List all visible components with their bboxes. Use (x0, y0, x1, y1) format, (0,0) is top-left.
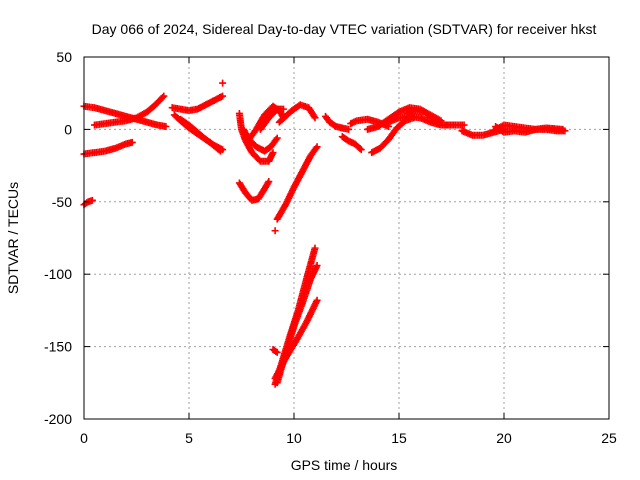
series-arc-d (80, 196, 96, 209)
series-arc-n (273, 143, 321, 223)
series-arc-g (177, 115, 227, 154)
series-arc-aa (403, 107, 443, 128)
series-arc-u (322, 112, 353, 133)
data-point (160, 92, 168, 100)
x-tick-label: 25 (601, 430, 617, 446)
series-arc-p (275, 101, 319, 126)
series-arc-b (91, 92, 168, 129)
series-arc-m (256, 105, 287, 133)
data-point (265, 178, 273, 186)
data-points (80, 79, 569, 388)
x-tick-label: 10 (286, 430, 302, 446)
grid-layer (84, 57, 609, 419)
y-tick-label: 0 (64, 121, 72, 137)
data-point (345, 125, 353, 133)
data-point (88, 196, 96, 204)
series-arc-l (244, 102, 287, 145)
data-point (434, 118, 442, 126)
data-point (159, 93, 167, 101)
data-point (269, 149, 277, 157)
y-tick-label: -50 (52, 194, 72, 210)
x-tick-label: 5 (185, 430, 193, 446)
series-arc-h (219, 79, 227, 87)
axis-ticks (83, 56, 610, 420)
data-point (219, 92, 227, 100)
data-point (313, 143, 321, 151)
data-point (280, 105, 287, 113)
data-point (272, 136, 280, 144)
series-arc-e (168, 92, 227, 115)
y-tick-label: -200 (44, 411, 72, 427)
x-tick-label: 0 (80, 430, 88, 446)
chart-title: Day 066 of 2024, Sidereal Day-to-day VTE… (92, 21, 597, 37)
series-arc-s (273, 262, 321, 387)
series-arc-k (240, 125, 281, 155)
data-point (356, 145, 364, 153)
y-tick-label: -150 (44, 339, 72, 355)
series-arc-ad (492, 123, 567, 136)
data-point (559, 125, 567, 133)
data-point (219, 79, 227, 87)
x-tick-label: 20 (496, 430, 512, 446)
data-point (273, 134, 281, 142)
series-arc-c (80, 138, 136, 158)
data-point (312, 144, 320, 152)
data-point (435, 120, 443, 128)
data-point (460, 121, 468, 129)
tick-labels: 0 5 10 15 20 25 50 0 -50 -100 -150 -200 (44, 49, 617, 446)
data-point (311, 114, 319, 122)
data-point (264, 179, 272, 187)
series-arc-i (235, 178, 273, 204)
x-tick-label: 15 (391, 430, 407, 446)
data-point (310, 112, 318, 120)
data-point (271, 227, 279, 235)
series-arc-t (269, 345, 281, 356)
x-axis-title: GPS time / hours (291, 457, 398, 473)
plot-frame (83, 56, 610, 420)
data-point (313, 262, 321, 270)
data-point (128, 138, 136, 146)
series-arc-v (338, 133, 365, 154)
data-point (357, 146, 365, 154)
y-tick-label: -100 (44, 266, 72, 282)
data-point (313, 296, 321, 304)
data-point (273, 348, 281, 356)
data-point (219, 146, 227, 154)
data-point (311, 244, 319, 252)
y-axis-title: SDTVAR / TECUs (5, 182, 21, 294)
y-tick-label: 50 (56, 49, 72, 65)
data-point (272, 347, 280, 355)
data-point (162, 123, 170, 131)
series-arc-o (271, 227, 279, 235)
